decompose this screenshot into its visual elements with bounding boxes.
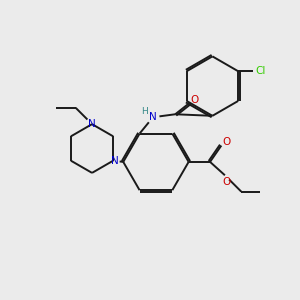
- Text: O: O: [191, 95, 199, 105]
- Text: N: N: [88, 119, 96, 129]
- Text: N: N: [111, 156, 119, 166]
- Text: Cl: Cl: [255, 66, 266, 76]
- Text: N: N: [149, 112, 157, 122]
- Text: O: O: [223, 137, 231, 147]
- Text: O: O: [222, 177, 230, 187]
- Text: H: H: [141, 107, 148, 116]
